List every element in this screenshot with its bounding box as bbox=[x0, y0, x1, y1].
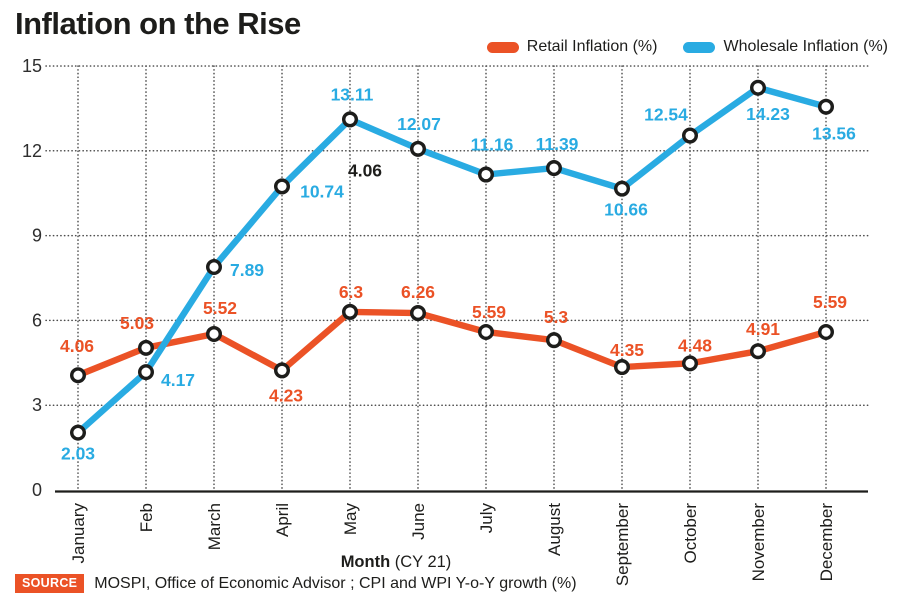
series-line bbox=[74, 308, 830, 379]
data-point bbox=[410, 305, 427, 322]
x-axis-month-label: October bbox=[681, 503, 700, 564]
data-point bbox=[137, 364, 154, 381]
data-label: 14.23 bbox=[746, 104, 790, 124]
data-label: 11.16 bbox=[471, 135, 514, 155]
data-label: 4.91 bbox=[746, 319, 780, 339]
x-axis-month-label: December bbox=[817, 503, 836, 582]
data-point bbox=[342, 111, 359, 128]
data-point bbox=[546, 332, 563, 349]
y-axis-tick-label: 12 bbox=[22, 141, 42, 161]
data-label: 11.39 bbox=[536, 134, 579, 154]
x-axis-month-label: May bbox=[341, 503, 360, 536]
x-axis-month-label: August bbox=[545, 503, 564, 556]
series-line bbox=[74, 84, 830, 436]
data-label: 10.74 bbox=[300, 181, 344, 201]
data-point bbox=[478, 323, 495, 340]
data-point bbox=[342, 303, 359, 320]
data-label: 5.3 bbox=[544, 307, 569, 327]
x-axis-month-label: June bbox=[409, 503, 428, 540]
data-point bbox=[205, 325, 222, 342]
legend-label-wholesale: Wholesale Inflation (%) bbox=[723, 38, 888, 55]
legend: Retail Inflation (%) Wholesale Inflation… bbox=[486, 38, 888, 56]
data-label: 4.17 bbox=[161, 370, 195, 390]
legend-item-retail: Retail Inflation (%) bbox=[486, 38, 658, 56]
data-label: 4.48 bbox=[678, 335, 712, 355]
wholesale-series-swatch bbox=[683, 41, 716, 53]
data-point bbox=[274, 178, 291, 195]
page-title: Inflation on the Rise bbox=[15, 6, 301, 41]
source-row: SOURCE MOSPI, Office of Economic Advisor… bbox=[15, 574, 577, 593]
legend-item-wholesale: Wholesale Inflation (%) bbox=[683, 38, 888, 56]
annotation-label: 4.06 bbox=[348, 161, 382, 181]
data-point bbox=[274, 362, 291, 379]
data-point bbox=[614, 359, 631, 376]
data-label: 4.35 bbox=[610, 340, 644, 360]
x-axis-month-label: January bbox=[69, 503, 88, 564]
data-point bbox=[750, 343, 767, 360]
y-axis-tick-label: 3 bbox=[32, 395, 42, 415]
x-axis-title: Month (CY 21) bbox=[341, 553, 452, 571]
data-label: 5.59 bbox=[813, 292, 847, 312]
data-point bbox=[682, 127, 699, 144]
data-point bbox=[818, 98, 835, 115]
x-axis-month-label: September bbox=[613, 503, 632, 586]
data-point bbox=[682, 355, 699, 372]
data-label: 5.59 bbox=[472, 302, 506, 322]
data-point bbox=[546, 160, 563, 177]
data-label: 13.56 bbox=[812, 124, 856, 144]
data-label: 5.03 bbox=[120, 313, 154, 333]
data-point bbox=[137, 339, 154, 356]
y-axis-tick-label: 15 bbox=[22, 56, 42, 76]
y-axis-tick-label: 6 bbox=[32, 310, 42, 330]
data-point bbox=[205, 258, 222, 275]
data-label: 4.06 bbox=[60, 336, 94, 356]
data-label: 12.07 bbox=[397, 114, 441, 134]
x-axis-month-label: July bbox=[477, 503, 496, 534]
data-label: 12.54 bbox=[644, 105, 688, 125]
x-axis-month-label: March bbox=[205, 503, 224, 550]
source-badge: SOURCE bbox=[15, 574, 85, 593]
retail-series-swatch bbox=[486, 41, 519, 53]
data-label: 7.89 bbox=[230, 260, 264, 280]
x-axis-month-label: November bbox=[749, 503, 768, 582]
source-text: MOSPI, Office of Economic Advisor ; CPI … bbox=[94, 574, 577, 592]
data-label: 5.52 bbox=[203, 298, 237, 318]
legend-label-retail: Retail Inflation (%) bbox=[526, 38, 658, 55]
data-point bbox=[478, 166, 495, 183]
data-label: 13.11 bbox=[331, 84, 374, 104]
data-point bbox=[614, 180, 631, 197]
data-label: 4.23 bbox=[269, 385, 303, 405]
data-point bbox=[69, 424, 86, 441]
x-axis-month-label: April bbox=[273, 503, 292, 537]
y-axis-tick-label: 0 bbox=[32, 480, 42, 500]
y-axis-tick-label: 9 bbox=[32, 226, 42, 246]
data-label: 6.26 bbox=[401, 282, 435, 302]
data-point bbox=[69, 367, 86, 384]
data-label: 2.03 bbox=[61, 444, 95, 464]
data-label: 10.66 bbox=[604, 200, 648, 220]
data-point bbox=[750, 79, 767, 96]
data-point bbox=[410, 140, 427, 157]
data-point bbox=[818, 323, 835, 340]
x-axis-month-label: Feb bbox=[137, 503, 156, 532]
data-label: 6.3 bbox=[339, 282, 364, 302]
